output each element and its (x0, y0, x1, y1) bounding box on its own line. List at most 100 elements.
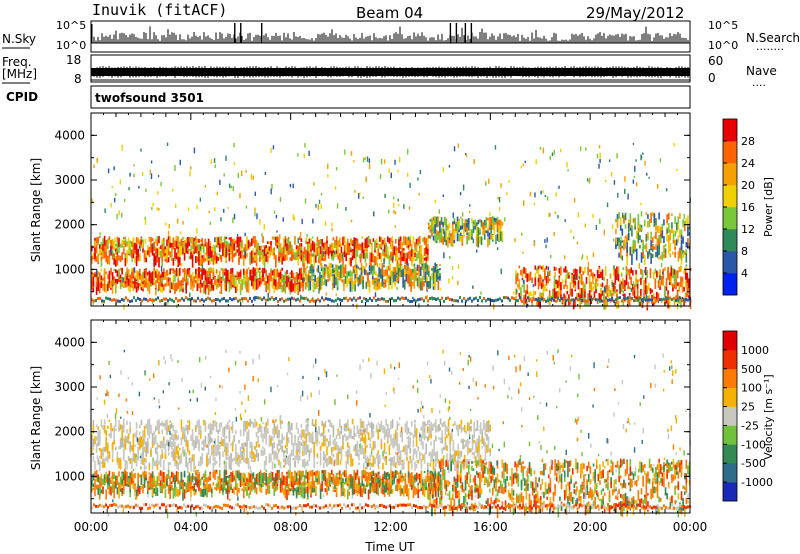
heat-cell (399, 241, 402, 250)
heat-cell (238, 257, 240, 265)
heat-cell (638, 299, 641, 307)
heat-speck (394, 211, 397, 215)
heat-cell (373, 279, 376, 290)
heat-cell (534, 265, 537, 270)
heat-cell (260, 278, 263, 285)
heat-cell (423, 299, 425, 303)
heat-cell (139, 437, 141, 447)
heat-cell (403, 247, 405, 258)
heat-cell (291, 449, 293, 457)
heat-cell (169, 297, 171, 301)
heat-cell (365, 263, 368, 267)
heat-cell (335, 236, 338, 247)
heat-cell (367, 432, 370, 441)
heat-cell (336, 278, 339, 287)
heat-cell (333, 274, 336, 284)
heat-cell (289, 424, 291, 435)
heat-cell (341, 271, 344, 278)
heat-cell (385, 299, 387, 303)
heat-cell (458, 220, 460, 228)
heat-cell (223, 449, 226, 453)
heat-cell (422, 238, 424, 243)
heat-speck (210, 268, 213, 272)
heat-cell (260, 254, 263, 261)
heat-cell (647, 298, 649, 302)
heat-cell (185, 452, 187, 462)
heat-cell (327, 255, 330, 259)
heat-cell (625, 265, 628, 277)
heat-cell (311, 298, 313, 302)
heat-cell (235, 443, 237, 455)
heat-cell (666, 232, 668, 242)
heat-cell (164, 454, 167, 460)
heat-cell (102, 284, 104, 291)
heat-cell (259, 428, 261, 433)
heat-cell (235, 296, 237, 300)
heat-cell (427, 234, 430, 239)
heat-cell (657, 280, 660, 288)
heat-cell (284, 282, 287, 294)
heat-cell (355, 248, 357, 259)
heat-cell (439, 275, 441, 281)
heat-speck (397, 198, 399, 202)
heat-cell (343, 281, 345, 292)
heat-cell (284, 236, 287, 242)
heat-cell (360, 274, 363, 284)
heat-cell (386, 272, 388, 283)
heat-cell (105, 296, 107, 300)
heat-cell (459, 216, 462, 219)
heat-cell (155, 248, 157, 252)
heat-speck (150, 173, 153, 180)
heat-cell (247, 299, 249, 303)
heat-cell (363, 437, 365, 443)
heat-cell (351, 240, 354, 244)
heat-cell (265, 276, 267, 279)
heat-speck (457, 264, 460, 270)
heat-cell (407, 274, 409, 284)
heat-cell (384, 279, 387, 288)
heat-cell (363, 448, 365, 459)
heat-cell (107, 238, 109, 248)
heat-cell (228, 455, 231, 463)
heat-cell (640, 252, 643, 263)
heat-speck (327, 174, 329, 178)
heat-cell (618, 252, 620, 258)
heat-speck (379, 173, 382, 180)
heat-speck (580, 256, 583, 261)
heat-cell (275, 240, 277, 247)
heat-cell (331, 281, 334, 290)
heat-cell (667, 249, 670, 255)
heat-cell (191, 250, 194, 255)
heat-cell (273, 249, 275, 254)
heat-cell (598, 293, 601, 301)
heat-speck (196, 228, 198, 234)
heat-cell (521, 277, 524, 281)
power-ytick-label: 2000 (54, 218, 85, 232)
heat-cell (345, 242, 347, 253)
power-ytick-label: 1000 (54, 262, 85, 276)
heat-cell (142, 272, 144, 278)
heat-cell (584, 283, 586, 291)
heat-cell (161, 448, 163, 453)
heat-cell (417, 237, 419, 242)
heat-cell (364, 428, 367, 433)
heat-speck (407, 172, 409, 177)
heat-speck (320, 192, 323, 196)
heat-cell (383, 249, 386, 257)
heat-speck (345, 206, 347, 211)
freq-unit: [MHz] (2, 67, 37, 81)
heat-speck (676, 168, 678, 172)
heat-speck (359, 192, 361, 196)
heat-cell (287, 274, 290, 279)
heat-cell (555, 299, 557, 303)
heat-cell (289, 272, 291, 275)
heat-cell (413, 298, 415, 302)
heat-cell (644, 277, 647, 284)
heat-cell (629, 247, 632, 256)
heat-speck (633, 175, 636, 179)
heat-cell (231, 424, 234, 434)
heat-cell (359, 247, 362, 251)
heat-cell (302, 280, 304, 292)
heat-cell (103, 276, 106, 285)
heat-cell (467, 220, 470, 231)
